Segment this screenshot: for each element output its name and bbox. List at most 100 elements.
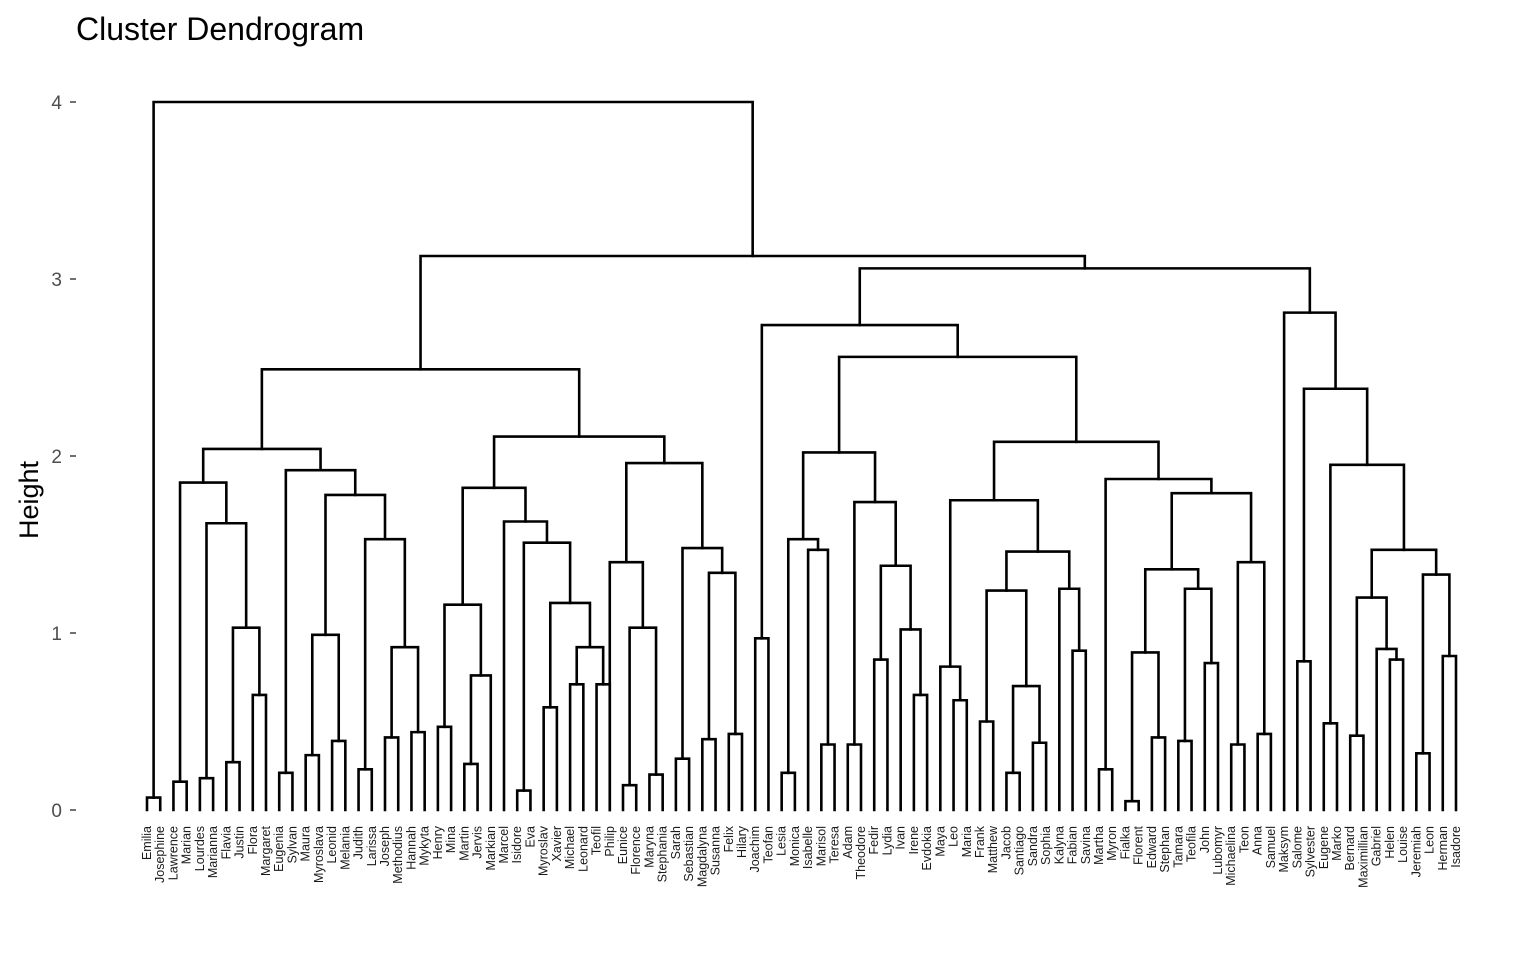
leaf-label: Hilary <box>735 825 749 858</box>
leaf-label: Maximillian <box>1356 826 1370 888</box>
leaf-label: Xavier <box>550 826 564 861</box>
leaf-label: Melania <box>338 826 352 870</box>
leaf-label: Sandra <box>1026 826 1040 866</box>
leaf-label: Teofan <box>761 826 775 864</box>
merge-leonid-melania <box>332 741 345 810</box>
merge-ivan-irene <box>901 629 921 810</box>
merge-fialka-michaelina <box>1172 493 1251 569</box>
y-tick-label: 0 <box>51 801 62 822</box>
leaf-label: Margaret <box>259 825 273 876</box>
leaf-label: Flora <box>246 826 260 855</box>
leaf-label: Myroslava <box>312 826 326 883</box>
merge-fialka-florent <box>1125 801 1138 810</box>
leaf-label: Michaelina <box>1224 826 1238 886</box>
leaf-label: Gabriel <box>1370 826 1384 866</box>
merge-martha-myron <box>1099 769 1112 810</box>
merge-jeremiah-herman <box>1423 575 1449 754</box>
leaf-label: Matthew <box>986 825 1000 873</box>
merge-tamara-john <box>1185 589 1211 741</box>
merge-fabian-savina <box>1073 651 1086 810</box>
leaf-label: Michael <box>563 826 577 869</box>
merge-maya-leo <box>940 667 960 810</box>
merge-anna-samuel <box>1258 734 1271 810</box>
merge-maura-judith <box>326 495 386 635</box>
merge-michaelina-anna <box>1238 562 1264 744</box>
merge-sandra-sophia <box>1033 743 1046 810</box>
leaf-label: Jervis <box>471 826 485 859</box>
leaf-label: Isabelle <box>801 826 815 869</box>
leaf-label: Evdokia <box>920 826 934 871</box>
leaf-label: Eugene <box>1317 826 1331 869</box>
merge-jacob-santiago <box>1006 773 1019 810</box>
merge-joseph-hannah <box>392 647 418 737</box>
leaf-label: Sebastian <box>682 826 696 882</box>
merge-sarah-sebastian <box>676 759 689 810</box>
y-axis: 0 1 2 3 4 <box>51 93 76 822</box>
leaf-label: Mina <box>444 826 458 853</box>
merge-group-cd <box>860 268 1310 325</box>
merge-eugene-bernard <box>1330 465 1404 723</box>
leaf-label: Irene <box>907 826 921 855</box>
merge-herman-isadore <box>1443 656 1456 810</box>
merge-eugene-marko <box>1324 723 1337 810</box>
leaf-label: Lawrence <box>166 826 180 880</box>
merge-henry-mina <box>438 727 451 810</box>
leaf-label: Felix <box>722 825 736 852</box>
merge-magdalyna-felix <box>709 573 735 739</box>
merge-judith-joseph <box>365 539 405 769</box>
leaf-label: Lesia <box>775 826 789 856</box>
leaf-label: Fedir <box>867 826 881 854</box>
merge-flora-margaret <box>253 695 266 810</box>
leaf-label: Santiago <box>1013 826 1027 875</box>
merge-judith-larissa <box>359 769 372 810</box>
merge-irene-evdokia <box>914 695 927 810</box>
merge-eugenia-sylvan <box>279 773 292 810</box>
leaf-label: Josephine <box>153 826 167 883</box>
merge-michael-leonard <box>570 684 583 810</box>
leaf-label: Flavia <box>219 826 233 859</box>
merge-frank-kalyna <box>1006 552 1069 591</box>
merge-maura-myroslava <box>306 755 319 810</box>
merge-lesia-adam <box>803 452 875 539</box>
leaf-label: Lydia <box>880 826 894 855</box>
leaf-label: Markian <box>484 826 498 871</box>
leaf-label: Isadore <box>1449 826 1463 868</box>
merge-adam-theodore <box>848 745 861 810</box>
merge-maya-frank <box>950 500 1038 666</box>
merge-fialka-edward <box>1132 652 1158 801</box>
merge-eunice-maryna <box>630 628 656 786</box>
merge-emilia-josephine <box>147 798 160 810</box>
leaf-label: Fialka <box>1118 826 1132 859</box>
merge-group-a <box>203 449 320 483</box>
merge-michael-teofil <box>577 647 603 684</box>
merge-fedir-lydia <box>874 660 887 810</box>
y-axis-label: Height <box>14 460 44 539</box>
merge-isabelle-marisol <box>808 550 828 810</box>
merge-philip-eunice <box>610 562 643 810</box>
leaf-label: Kalyna <box>1052 826 1066 864</box>
merge-lesia-maya <box>839 357 1076 453</box>
merge-sarah-magdalyna <box>683 548 723 759</box>
merge-bernard-maximillian <box>1350 736 1363 810</box>
merge-felix-hilary <box>729 734 742 810</box>
leaf-label: Myroslav <box>537 825 551 876</box>
leaf-label: Florent <box>1132 825 1146 864</box>
merge-gabriel-helen <box>1377 649 1397 810</box>
merge-hannah-mykyta <box>411 732 424 810</box>
y-tick-label: 3 <box>51 270 62 291</box>
merge-group-abcd <box>421 256 1085 369</box>
merge-lourdes-marianna <box>200 778 213 810</box>
merge-eugenia-group <box>286 470 355 773</box>
leaf-label: Anna <box>1251 826 1265 855</box>
merge-tamara-teofila <box>1178 741 1191 810</box>
merge-joseph-methodius <box>385 737 398 810</box>
leaf-label: Leonid <box>325 826 339 864</box>
leaf-label: Maya <box>933 826 947 857</box>
leaf-label: Theodore <box>854 826 868 880</box>
merge-isidore-group <box>524 543 570 791</box>
merge-lourdes-group <box>207 523 247 778</box>
leaf-label: Herman <box>1436 826 1450 871</box>
merge-salome-sylvester <box>1297 661 1310 810</box>
merge-lawrence-group <box>180 483 226 782</box>
merge-magdalyna-susanna <box>702 739 715 810</box>
